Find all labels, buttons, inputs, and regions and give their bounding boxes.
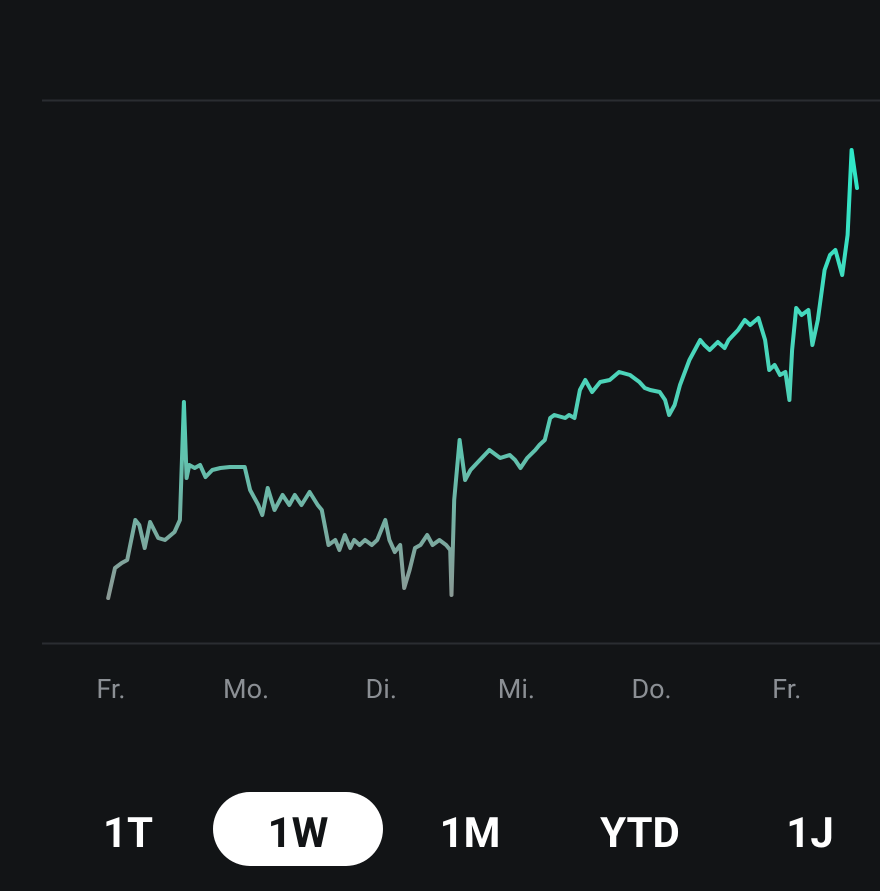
range-button[interactable]: 1T <box>103 809 153 858</box>
x-tick-label: Mi. <box>498 673 535 705</box>
range-button[interactable]: 1J <box>786 809 834 858</box>
x-tick-label: Fr. <box>772 673 801 705</box>
x-tick-label: Mo. <box>223 673 269 705</box>
range-button-selected-bg[interactable] <box>213 792 383 866</box>
range-button[interactable]: 1W <box>268 809 329 858</box>
x-tick-label: Do. <box>631 673 671 705</box>
x-tick-label: Fr. <box>96 673 125 705</box>
range-button[interactable]: 1M <box>440 809 501 858</box>
x-tick-label: Di. <box>366 673 397 705</box>
range-button[interactable]: YTD <box>600 809 680 858</box>
price-line <box>106 148 859 600</box>
